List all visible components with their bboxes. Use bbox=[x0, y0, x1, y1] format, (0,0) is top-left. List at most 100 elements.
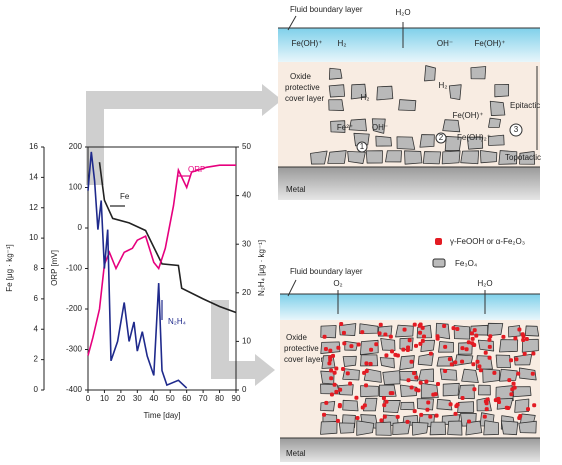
species-label: Fe(OH)⁺ bbox=[475, 39, 506, 48]
red-particle bbox=[333, 371, 337, 375]
red-particle bbox=[453, 360, 457, 364]
step-label: 3 bbox=[514, 125, 519, 134]
red-particle bbox=[512, 382, 516, 386]
red-particle bbox=[379, 323, 383, 327]
red-particle bbox=[442, 324, 446, 328]
x-tick-label: 40 bbox=[149, 394, 158, 403]
fluid-layer bbox=[280, 294, 540, 320]
y-tick-label: 0 bbox=[78, 223, 83, 232]
grain bbox=[499, 340, 517, 352]
connector-arrowhead bbox=[255, 354, 275, 386]
species-label: H₂O bbox=[477, 279, 492, 288]
red-particle bbox=[425, 408, 429, 412]
figure: Fluid boundary layer H₂O Fe(OH)⁺ H₂ OH⁻ … bbox=[0, 0, 562, 465]
fluid-label: Fluid boundary layer bbox=[290, 5, 363, 14]
series-label: ORP bbox=[188, 165, 205, 174]
y-tick-label: -400 bbox=[66, 385, 83, 394]
red-particle bbox=[486, 397, 490, 401]
red-particle bbox=[333, 383, 337, 387]
red-particle bbox=[531, 372, 535, 376]
red-particle bbox=[496, 397, 500, 401]
grain bbox=[484, 421, 499, 435]
red-particle bbox=[488, 334, 492, 338]
metal-layer bbox=[278, 167, 540, 200]
red-particle bbox=[505, 406, 509, 410]
x-tick-label: 60 bbox=[182, 394, 191, 403]
x-tick-label: 20 bbox=[116, 394, 125, 403]
red-particle bbox=[405, 420, 409, 424]
grain bbox=[449, 85, 461, 100]
red-particle bbox=[327, 361, 331, 365]
red-particle bbox=[329, 368, 333, 372]
red-particle bbox=[449, 402, 453, 406]
red-particle bbox=[452, 326, 456, 330]
red-particle bbox=[414, 376, 418, 380]
grain bbox=[462, 369, 479, 382]
grain bbox=[480, 151, 497, 163]
red-particle bbox=[474, 334, 478, 338]
red-particle bbox=[431, 393, 435, 397]
red-particle bbox=[472, 387, 476, 391]
red-particle bbox=[389, 335, 393, 339]
y2-tick-label: 50 bbox=[242, 142, 251, 151]
red-particle bbox=[382, 403, 386, 407]
red-particle bbox=[455, 327, 459, 331]
red-particle bbox=[324, 401, 328, 405]
red-particle bbox=[323, 335, 327, 339]
red-particle bbox=[334, 366, 338, 370]
red-particle bbox=[510, 387, 514, 391]
y-tick-label: 200 bbox=[69, 142, 83, 151]
red-particle bbox=[523, 352, 527, 356]
red-particle bbox=[357, 342, 361, 346]
red-particle bbox=[472, 343, 476, 347]
grain bbox=[412, 422, 428, 435]
legend-label: Fe₃O₄ bbox=[455, 259, 477, 268]
red-particle bbox=[407, 378, 411, 382]
grain bbox=[357, 421, 374, 436]
red-particle bbox=[513, 336, 517, 340]
red-particle bbox=[443, 369, 447, 373]
y2-axis-label: N₂H₄ [μg · kg⁻¹] bbox=[257, 240, 266, 296]
red-particle bbox=[488, 345, 492, 349]
red-particle bbox=[410, 386, 414, 390]
red-particle bbox=[509, 358, 513, 362]
grain bbox=[443, 120, 460, 132]
red-particle bbox=[390, 349, 394, 353]
grain bbox=[361, 386, 379, 397]
grain bbox=[377, 86, 393, 100]
red-particle bbox=[328, 349, 332, 353]
grain bbox=[399, 100, 416, 111]
red-particle bbox=[501, 335, 505, 339]
series-label: Fe bbox=[120, 192, 130, 201]
red-particle bbox=[379, 418, 383, 422]
x-tick-label: 90 bbox=[232, 394, 241, 403]
inner-label: Fe²⁺ bbox=[337, 123, 353, 132]
red-particle bbox=[396, 353, 400, 357]
red-particle bbox=[384, 353, 388, 357]
red-particle bbox=[329, 376, 333, 380]
red-particle bbox=[525, 337, 529, 341]
red-particle bbox=[460, 360, 464, 364]
red-particle bbox=[349, 344, 353, 348]
inner-label: OH⁻ bbox=[372, 123, 388, 132]
epitactic-label: Epitactic bbox=[510, 101, 540, 110]
x-tick-label: 80 bbox=[215, 394, 224, 403]
red-particle bbox=[422, 334, 426, 338]
grain bbox=[424, 66, 435, 81]
red-particle bbox=[383, 415, 387, 419]
red-particle bbox=[334, 390, 338, 394]
y-tick-label: -200 bbox=[66, 304, 83, 313]
species-label: H₂O bbox=[395, 8, 410, 17]
red-particle bbox=[346, 371, 350, 375]
grain bbox=[401, 402, 415, 409]
red-particle bbox=[450, 362, 454, 366]
grain bbox=[348, 151, 366, 163]
red-particle bbox=[413, 323, 417, 327]
y2-tick-label: 40 bbox=[242, 191, 251, 200]
grain bbox=[343, 369, 360, 380]
grain bbox=[448, 421, 462, 435]
step-label: 2 bbox=[439, 133, 444, 142]
red-particle bbox=[364, 383, 368, 387]
red-particle bbox=[465, 347, 469, 351]
x-tick-label: 70 bbox=[199, 394, 208, 403]
